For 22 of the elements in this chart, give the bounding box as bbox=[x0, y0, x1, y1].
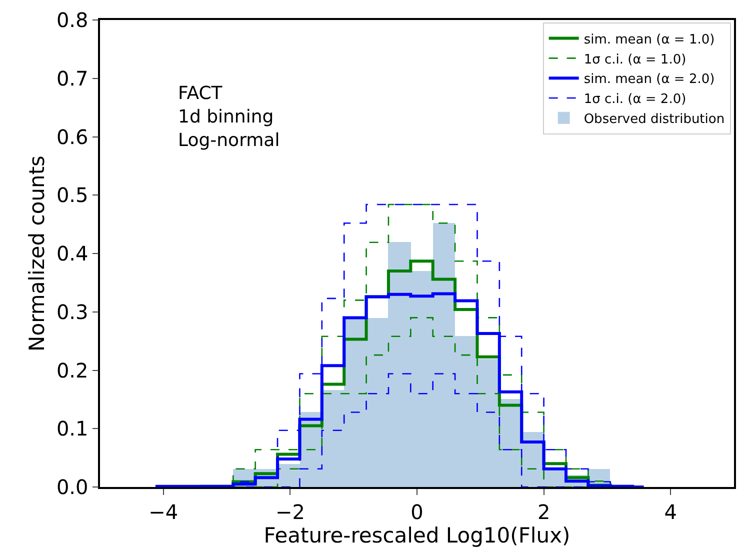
legend-label: Observed distribution bbox=[584, 112, 725, 127]
y-tick-label: 0.5 bbox=[56, 183, 88, 208]
y-tick-label: 0.0 bbox=[56, 475, 88, 499]
legend-label: sim. mean (α = 2.0) bbox=[584, 72, 715, 88]
y-tick-label: 0.1 bbox=[56, 416, 88, 441]
y-tick-label: 0.7 bbox=[56, 66, 88, 90]
y-tick-label: 0.3 bbox=[56, 300, 88, 324]
y-tick-label: 0.4 bbox=[56, 242, 88, 266]
legend-label: sim. mean (α = 1.0) bbox=[584, 32, 715, 48]
x-tick-label: −4 bbox=[148, 500, 178, 524]
x-tick-label: 2 bbox=[537, 500, 550, 524]
y-axis-title: Normalized counts bbox=[25, 156, 50, 352]
legend-label: 1σ c.i. (α = 2.0) bbox=[584, 92, 686, 108]
legend-label: 1σ c.i. (α = 1.0) bbox=[584, 52, 686, 68]
x-tick-label: −2 bbox=[275, 500, 305, 524]
y-tick-label: 0.2 bbox=[56, 358, 88, 382]
y-tick-label: 0.6 bbox=[56, 124, 88, 149]
x-tick-label: 4 bbox=[664, 500, 677, 524]
x-tick-label: 0 bbox=[410, 500, 424, 524]
annotation: FACT 1d binning Log-normal bbox=[178, 83, 280, 151]
y-tick-label: 0.8 bbox=[56, 8, 88, 32]
x-axis-title: Feature-rescaled Log10(Flux) bbox=[264, 524, 570, 548]
